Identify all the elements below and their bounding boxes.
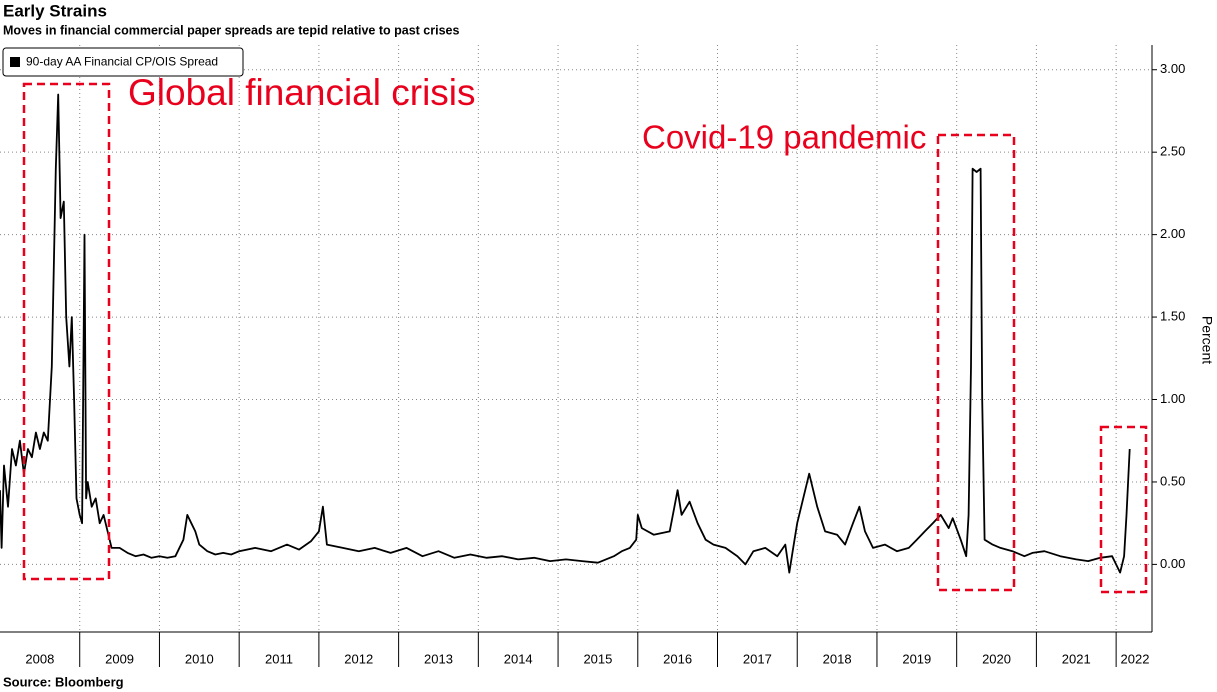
x-tick-label: 2008 (25, 651, 54, 666)
legend-box (2, 47, 244, 77)
x-tick-label: 2018 (823, 651, 852, 666)
x-tick-label: 2013 (424, 651, 453, 666)
legend: 90-day AA Financial CP/OIS Spread (2, 47, 244, 77)
legend-swatch (10, 57, 20, 67)
x-tick-label: 2011 (265, 651, 293, 666)
x-tick-label: 2019 (902, 651, 931, 666)
data-line (0, 93, 1131, 574)
source: Source: Bloomberg (3, 674, 124, 689)
chart-subtitle: Moves in financial commercial paper spre… (3, 23, 459, 37)
y-tick-label: 0.00 (1160, 556, 1185, 571)
y-axis-label: Percent (1199, 316, 1215, 364)
x-tick-label: 2010 (185, 651, 214, 666)
legend-label: 90-day AA Financial CP/OIS Spread (26, 55, 218, 69)
x-tick-label: 2009 (105, 651, 134, 666)
y-tick-label: 2.50 (1160, 144, 1185, 159)
annotation-box (1099, 425, 1148, 594)
x-tick-label: 2012 (344, 651, 373, 666)
y-tick-label: 3.00 (1160, 61, 1185, 76)
plot-area (0, 45, 1152, 632)
y-tick-label: 0.50 (1160, 473, 1185, 488)
x-tick-label: 2017 (743, 651, 772, 666)
annotation-box (936, 133, 1016, 592)
y-tick-label: 2.00 (1160, 226, 1185, 241)
annotation-box (22, 82, 111, 581)
x-tick-label: 2014 (504, 651, 533, 666)
y-tick-label: 1.50 (1160, 309, 1185, 324)
annotation: Covid-19 pandemic (642, 119, 926, 156)
x-tick-label: 2020 (982, 651, 1011, 666)
x-tick-label: 2015 (583, 651, 612, 666)
x-tick-label: 2021 (1062, 651, 1091, 666)
x-tick-label: 2016 (663, 651, 692, 666)
x-tick-label: 2022 (1121, 651, 1150, 666)
y-tick-label: 1.00 (1160, 391, 1185, 406)
annotation: Global financial crisis (128, 72, 476, 113)
chart-title: Early Strains (3, 1, 107, 20)
